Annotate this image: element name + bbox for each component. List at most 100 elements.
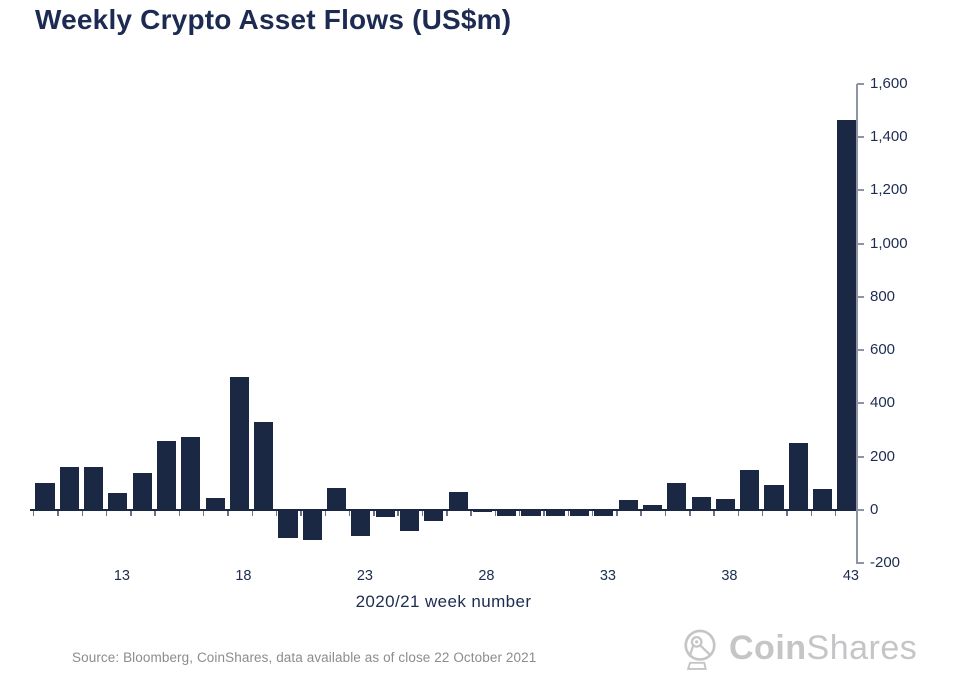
bar-week-35	[642, 504, 663, 510]
x-tick-label-33: 33	[599, 567, 616, 584]
x-minor-tick	[251, 510, 254, 516]
y-tick-600	[857, 349, 864, 352]
x-minor-tick	[32, 510, 35, 516]
x-minor-tick	[421, 510, 424, 516]
x-tick-label-43: 43	[842, 567, 859, 584]
y-tick-0	[857, 508, 864, 511]
bar-week-36	[667, 483, 687, 510]
x-tick-label-28: 28	[478, 567, 495, 584]
y-tick-label-1600: 1,600	[870, 75, 908, 92]
x-tick-label-13: 13	[113, 567, 130, 584]
x-minor-tick	[591, 510, 594, 516]
x-minor-tick	[178, 510, 181, 516]
logo-text-coin: Coin	[729, 629, 807, 667]
bar-week-21	[302, 509, 322, 540]
x-minor-tick	[397, 510, 399, 516]
x-minor-tick	[761, 510, 764, 516]
y-tick-label--200: -200	[870, 554, 901, 571]
chart-title: Weekly Crypto Asset Flows (US$m)	[35, 4, 512, 35]
x-minor-tick	[713, 510, 715, 516]
x-minor-tick	[105, 510, 108, 516]
bar-week-43	[837, 119, 857, 510]
bar-week-26	[424, 509, 444, 521]
x-minor-tick	[786, 510, 788, 516]
y-tick-label-200: 200	[870, 447, 896, 465]
bar-week-20	[278, 509, 298, 539]
x-tick-label-38: 38	[721, 567, 738, 584]
x-minor-tick	[130, 510, 132, 516]
x-minor-tick	[567, 510, 569, 516]
bar-week-12	[84, 467, 104, 510]
bar-week-42	[813, 489, 833, 510]
x-minor-tick	[470, 510, 472, 516]
plot-area: 2020/21 week number -200 0 200 400 600 800 1,0…	[30, 75, 908, 611]
bar-week-23	[351, 509, 371, 537]
x-minor-tick	[373, 510, 375, 516]
bar-week-22	[327, 488, 347, 510]
bar-week-13	[108, 492, 128, 510]
bar-week-33	[594, 509, 614, 517]
bar-week-15	[156, 441, 177, 510]
x-minor-tick	[202, 510, 205, 516]
bar-week-19	[254, 422, 274, 510]
x-minor-tick	[518, 510, 521, 516]
bar-week-37	[691, 497, 711, 510]
x-minor-tick	[616, 510, 618, 516]
bar-week-18	[229, 376, 249, 510]
y-tick-800	[857, 295, 864, 298]
bar-week-10	[35, 483, 55, 510]
bar-week-14	[132, 473, 152, 510]
bar-week-16	[181, 437, 201, 510]
x-minor-tick	[57, 510, 59, 516]
x-minor-tick	[275, 510, 278, 516]
bar-week-29	[497, 509, 517, 516]
y-tick-label-0: 0	[870, 500, 879, 518]
y-tick-200	[857, 455, 864, 458]
bar-week-39	[740, 470, 760, 510]
bar-week-31	[545, 509, 565, 516]
x-minor-tick	[446, 510, 448, 516]
x-minor-tick	[810, 510, 812, 516]
x-axis-line	[30, 508, 857, 511]
y-tick-label-800: 800	[870, 287, 896, 305]
x-minor-tick	[834, 510, 837, 516]
y-tick-label-400: 400	[870, 394, 896, 412]
y-tick-1000	[857, 242, 864, 245]
coinshares-dish-icon	[684, 629, 716, 670]
x-minor-tick	[689, 510, 691, 516]
y-tick-1400	[857, 136, 864, 139]
bar-week-41	[788, 443, 808, 510]
logo-text-shares: Shares	[806, 629, 918, 667]
bar-week-34	[618, 499, 638, 510]
x-tick-label-23: 23	[356, 567, 373, 584]
bar-week-30	[521, 509, 541, 517]
y-tick-1200	[857, 189, 864, 192]
x-minor-tick	[543, 510, 545, 516]
bar-week-25	[399, 509, 420, 531]
bar-week-38	[715, 498, 735, 510]
y-tick-label-1000: 1,000	[870, 234, 908, 252]
x-minor-tick	[640, 510, 642, 516]
bar-week-32	[570, 509, 590, 517]
x-minor-tick	[81, 510, 83, 516]
bar-week-28	[472, 509, 492, 512]
y-tick-1600	[857, 83, 864, 85]
bar-week-17	[205, 498, 225, 510]
x-axis-title: 2020/21 week number	[355, 592, 532, 611]
bar-week-27	[448, 491, 468, 510]
y-tick-label-600: 600	[870, 341, 896, 359]
x-minor-tick	[154, 510, 156, 516]
x-minor-tick	[348, 510, 351, 516]
bar-week-11	[59, 467, 79, 510]
x-minor-tick	[494, 510, 497, 516]
x-minor-tick	[737, 510, 740, 516]
y-tick--200	[857, 562, 864, 564]
y-tick-label-1400: 1,400	[870, 128, 908, 146]
coinshares-logo: CoinShares	[681, 626, 917, 674]
y-tick-400	[857, 402, 864, 405]
bar-week-40	[764, 485, 784, 510]
y-tick-label-1200: 1,200	[870, 181, 908, 199]
bar-week-24	[375, 509, 395, 517]
source-note: Source: Bloomberg, CoinShares, data avai…	[72, 650, 537, 665]
